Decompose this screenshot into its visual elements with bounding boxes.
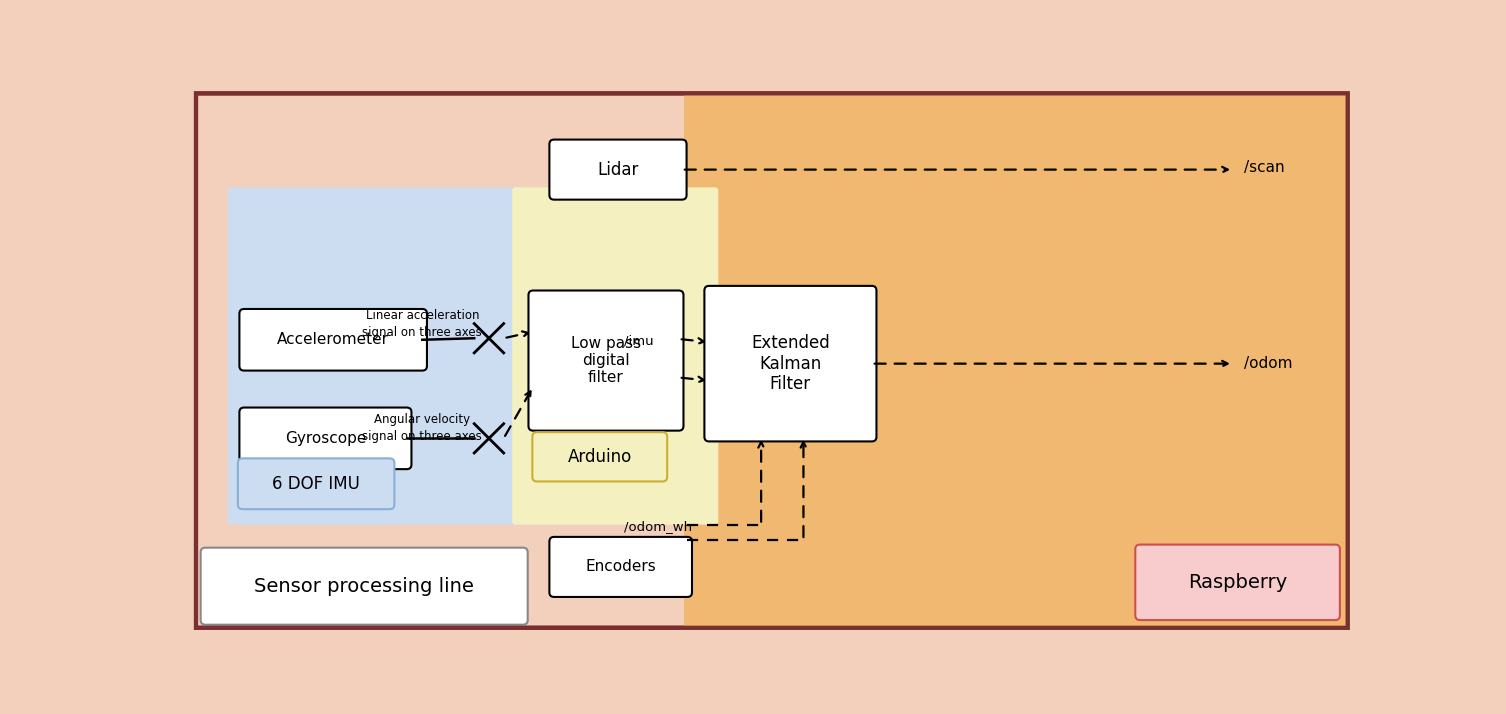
Text: Raspberry: Raspberry (1188, 573, 1288, 592)
Text: /scan: /scan (1244, 160, 1285, 175)
FancyBboxPatch shape (705, 286, 876, 441)
Text: /odom_wh: /odom_wh (623, 520, 691, 533)
FancyBboxPatch shape (238, 458, 395, 509)
FancyBboxPatch shape (512, 187, 718, 525)
FancyBboxPatch shape (550, 537, 691, 597)
FancyBboxPatch shape (200, 548, 527, 625)
Bar (684, 94, 1348, 628)
FancyBboxPatch shape (239, 408, 411, 469)
FancyBboxPatch shape (196, 94, 1348, 628)
FancyBboxPatch shape (550, 139, 687, 200)
Text: Angular velocity
signal on three axes: Angular velocity signal on three axes (363, 413, 482, 443)
Text: /imu: /imu (623, 335, 654, 348)
Text: Accelerometer: Accelerometer (277, 332, 389, 347)
Text: Low pass
digital
filter: Low pass digital filter (571, 336, 642, 386)
FancyBboxPatch shape (1136, 545, 1340, 620)
Text: Lidar: Lidar (598, 161, 639, 178)
FancyBboxPatch shape (239, 309, 426, 371)
FancyBboxPatch shape (529, 291, 684, 431)
FancyBboxPatch shape (227, 187, 667, 525)
Text: Encoders: Encoders (586, 560, 657, 575)
Text: Extended
Kalman
Filter: Extended Kalman Filter (751, 334, 830, 393)
Text: 6 DOF IMU: 6 DOF IMU (273, 475, 360, 493)
Text: Gyroscope: Gyroscope (285, 431, 366, 446)
Text: /odom: /odom (1244, 356, 1292, 371)
FancyBboxPatch shape (532, 432, 667, 481)
Text: Linear acceleration
signal on three axes: Linear acceleration signal on three axes (363, 308, 482, 338)
Text: Sensor processing line: Sensor processing line (255, 577, 474, 595)
Text: Arduino: Arduino (568, 448, 633, 466)
